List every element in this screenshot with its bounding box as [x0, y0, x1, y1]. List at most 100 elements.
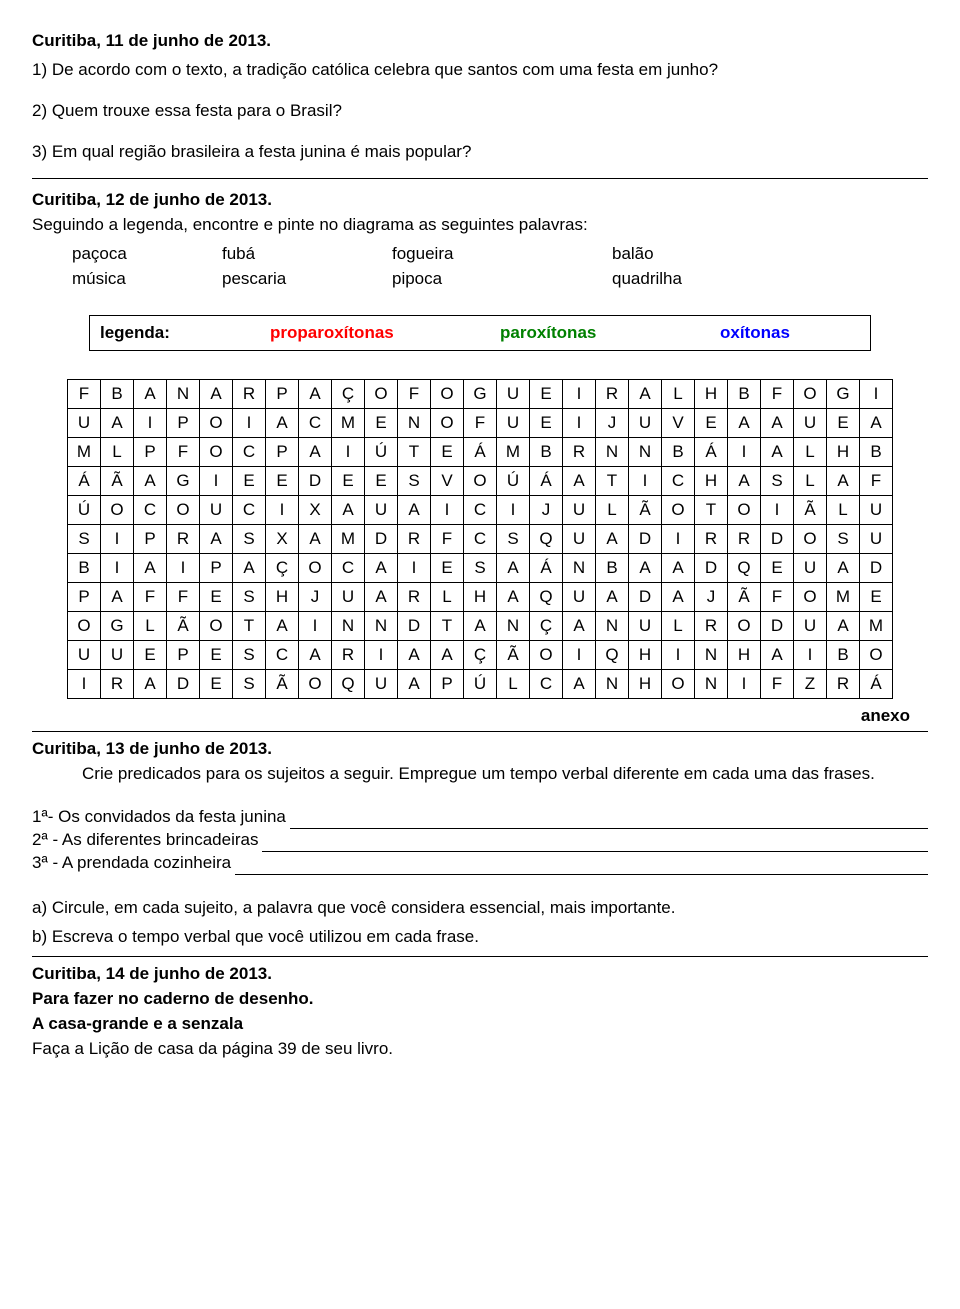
grid-cell: A [860, 409, 893, 438]
grid-cell: N [596, 612, 629, 641]
grid-cell: U [629, 409, 662, 438]
grid-cell: O [200, 612, 233, 641]
grid-cell: Q [596, 641, 629, 670]
grid-cell: Ç [530, 612, 563, 641]
grid-cell: J [596, 409, 629, 438]
date-2: Curitiba, 12 de junho de 2013. [32, 189, 928, 212]
grid-cell: Á [695, 438, 728, 467]
grid-cell: Á [464, 438, 497, 467]
grid-cell: U [794, 409, 827, 438]
grid-cell: O [200, 409, 233, 438]
grid-cell: T [596, 467, 629, 496]
word: balão [612, 243, 772, 266]
grid-cell: A [563, 612, 596, 641]
grid-cell: R [398, 525, 431, 554]
grid-cell: L [662, 380, 695, 409]
grid-cell: U [68, 641, 101, 670]
grid-cell: N [563, 554, 596, 583]
grid-cell: R [728, 525, 761, 554]
grid-cell: M [68, 438, 101, 467]
grid-cell: S [233, 583, 266, 612]
grid-cell: U [860, 525, 893, 554]
grid-cell: I [101, 525, 134, 554]
grid-cell: N [167, 380, 200, 409]
blank-line[interactable] [290, 812, 928, 829]
grid-cell: O [299, 554, 332, 583]
grid-cell: Ç [464, 641, 497, 670]
grid-cell: O [860, 641, 893, 670]
grid-cell: H [695, 380, 728, 409]
grid-cell: Ú [497, 467, 530, 496]
grid-cell: A [629, 380, 662, 409]
grid-cell: N [629, 438, 662, 467]
grid-cell: R [695, 525, 728, 554]
grid-cell: Q [530, 525, 563, 554]
date-1: Curitiba, 11 de junho de 2013. [32, 30, 928, 53]
word-list-row: paçoca fubá fogueira balão [32, 243, 928, 266]
grid-cell: S [497, 525, 530, 554]
fillin-prompt: 3ª - A prendada cozinheira [32, 852, 231, 875]
grid-cell: L [794, 467, 827, 496]
underline [32, 955, 928, 957]
grid-cell: I [299, 612, 332, 641]
grid-cell: E [200, 583, 233, 612]
grid-cell: S [233, 525, 266, 554]
grid-cell: U [365, 496, 398, 525]
grid-cell: M [860, 612, 893, 641]
grid-cell: I [860, 380, 893, 409]
grid-cell: V [662, 409, 695, 438]
fillin-prompt: 2ª - As diferentes brincadeiras [32, 829, 258, 852]
grid-cell: A [299, 641, 332, 670]
grid-cell: D [629, 525, 662, 554]
section4-line: Para fazer no caderno de desenho. [32, 988, 928, 1011]
grid-cell: Ç [266, 554, 299, 583]
grid-cell: O [365, 380, 398, 409]
grid-cell: H [629, 670, 662, 699]
grid-cell: I [332, 438, 365, 467]
grid-cell: E [200, 641, 233, 670]
grid-cell: M [332, 409, 365, 438]
grid-cell: I [365, 641, 398, 670]
blank-line[interactable] [262, 835, 928, 852]
grid-cell: S [761, 467, 794, 496]
grid-cell: P [167, 641, 200, 670]
grid-cell: A [728, 467, 761, 496]
grid-cell: I [398, 554, 431, 583]
grid-cell: O [794, 525, 827, 554]
grid-cell: Q [332, 670, 365, 699]
grid-cell: N [365, 612, 398, 641]
grid-cell: A [299, 380, 332, 409]
grid-cell: A [233, 554, 266, 583]
grid-cell: Ã [497, 641, 530, 670]
grid-cell: L [662, 612, 695, 641]
grid-cell: A [827, 467, 860, 496]
grid-cell: F [761, 583, 794, 612]
grid-cell: R [695, 612, 728, 641]
grid-cell: A [299, 438, 332, 467]
grid-cell: I [101, 554, 134, 583]
grid-cell: N [596, 670, 629, 699]
grid-cell: A [827, 612, 860, 641]
blank-line[interactable] [235, 858, 928, 875]
grid-cell: J [695, 583, 728, 612]
grid-cell: A [365, 583, 398, 612]
grid-cell: A [266, 409, 299, 438]
grid-cell: U [497, 409, 530, 438]
word-list-row: música pescaria pipoca quadrilha [32, 268, 928, 291]
grid-cell: C [662, 467, 695, 496]
grid-cell: A [761, 438, 794, 467]
grid-cell: Ú [365, 438, 398, 467]
grid-cell: M [332, 525, 365, 554]
grid-cell: E [365, 467, 398, 496]
grid-cell: U [794, 612, 827, 641]
grid-cell: N [596, 438, 629, 467]
grid-cell: X [266, 525, 299, 554]
grid-cell: O [200, 438, 233, 467]
fillin-prompt: 1ª- Os convidados da festa junina [32, 806, 286, 829]
grid-cell: U [101, 641, 134, 670]
grid-cell: G [167, 467, 200, 496]
grid-cell: O [662, 670, 695, 699]
grid-cell: U [563, 496, 596, 525]
grid-cell: S [464, 554, 497, 583]
grid-cell: D [761, 525, 794, 554]
